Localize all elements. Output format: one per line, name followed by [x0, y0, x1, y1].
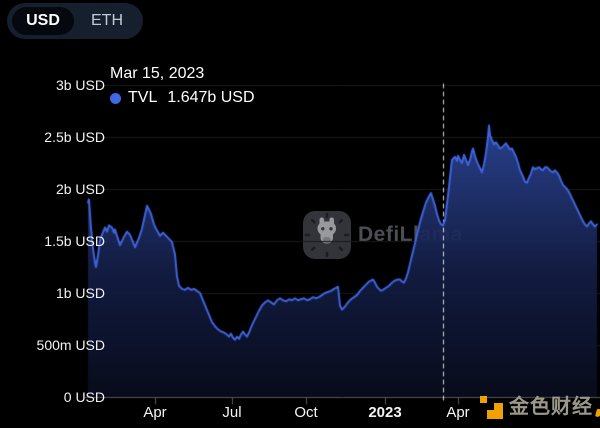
jinse-comma-icon — [595, 408, 600, 418]
jinse-finance-logo: 金色财经 — [477, 392, 600, 422]
jinse-icon — [480, 396, 503, 419]
jinse-logo-text: 金色财经 — [509, 396, 593, 418]
